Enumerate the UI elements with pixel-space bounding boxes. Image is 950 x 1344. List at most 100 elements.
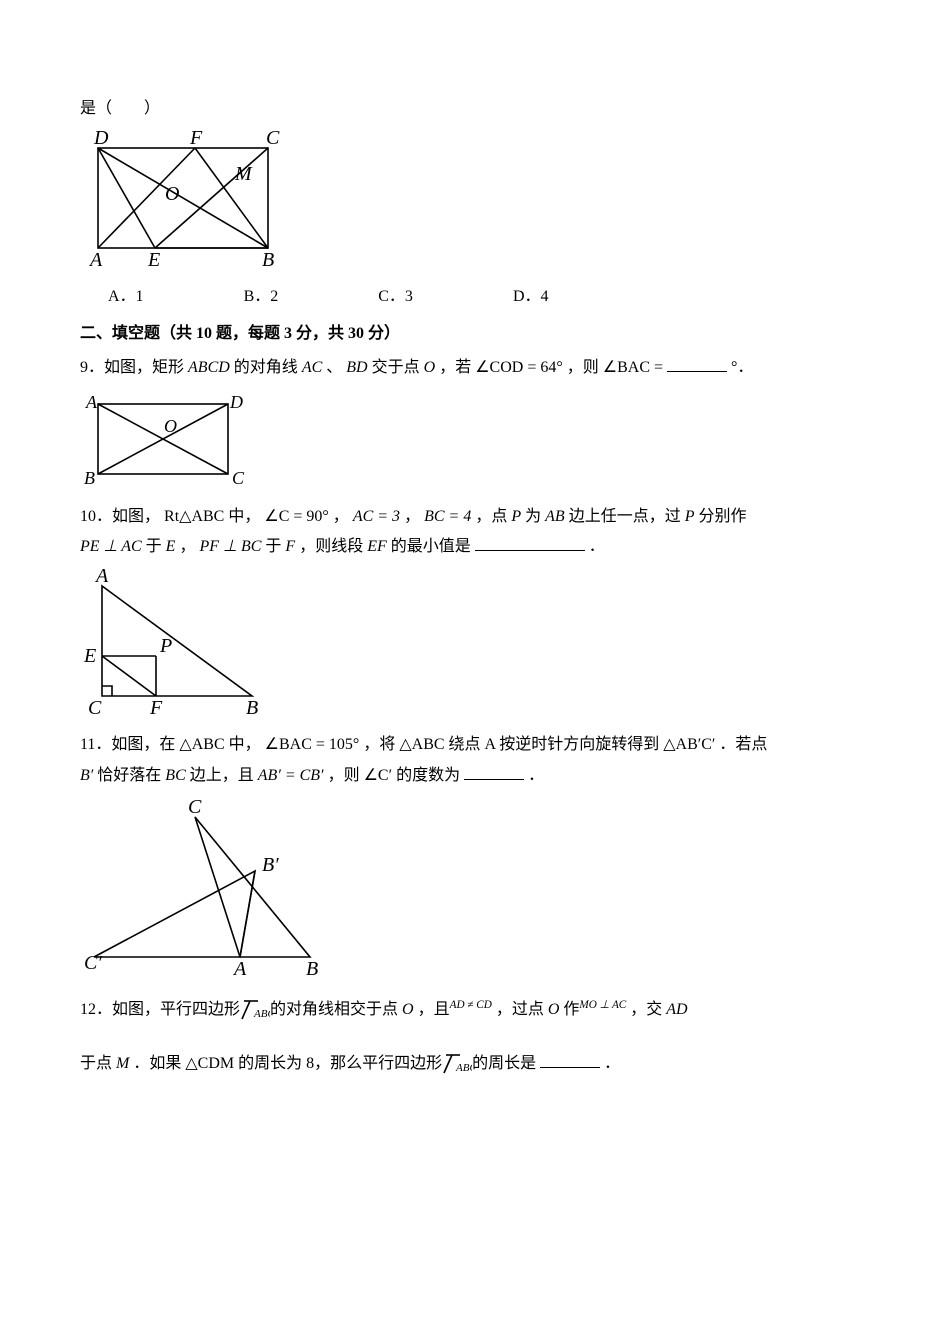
q10-blank <box>475 536 585 551</box>
q9-sep1: 、 <box>326 359 342 376</box>
q8-option-D: D．4 <box>513 282 549 312</box>
q8-label-M: M <box>234 163 253 185</box>
q10-figure: A E P C F B <box>80 568 870 718</box>
q11-t1: 11．如图，在 <box>80 736 175 753</box>
q10-t2: 中， <box>228 508 260 525</box>
q9-deg: °． <box>731 359 753 376</box>
q11-blank <box>464 764 524 779</box>
q12-l2b: ．如果 <box>133 1055 181 1072</box>
document-page: 是（ ） D <box>0 0 950 1148</box>
svg-text:ABCD: ABCD <box>253 1008 270 1020</box>
q12-o2: O <box>548 1001 560 1018</box>
q9-o: O <box>424 359 436 376</box>
q10-label-B: B <box>246 697 258 718</box>
q8-label-D: D <box>93 130 109 149</box>
q10-f: F <box>285 538 295 555</box>
q8-option-C: C．3 <box>378 282 413 312</box>
q8-figure: D F C M O A E B <box>80 130 870 270</box>
q12-text-line1: 12．如图，平行四边形 ABCD 的对角线相交于点 O ，且AD ≠ CD ，过… <box>80 989 870 1031</box>
q10-t4: ， <box>404 508 420 525</box>
q9-label-D: D <box>229 392 243 412</box>
q9-t3: 交于点 <box>372 359 420 376</box>
q8-lead-text: 是（ ） <box>80 94 870 124</box>
q11-t4: 绕点 A 按逆时针方向旋转得到 <box>449 736 660 753</box>
q10-bc: BC = 4 <box>424 508 471 525</box>
q12-t1: 12．如图，平行四边形 <box>80 1001 240 1018</box>
q12-blank <box>540 1052 600 1067</box>
q8-label-A: A <box>88 249 103 270</box>
q9-blank <box>667 357 727 372</box>
q9-t2: 的对角线 <box>234 359 298 376</box>
q10-t3: ， <box>333 508 349 525</box>
q9-bd: BD <box>346 359 367 376</box>
q10-p2: P <box>685 508 695 525</box>
q11-t5: ．若点 <box>719 736 767 753</box>
q10-t5: ，点 <box>475 508 507 525</box>
q10-t10: ， <box>179 538 195 555</box>
q12-cdm: △CDM <box>185 1055 234 1072</box>
q12-l2a: 于点 <box>80 1055 112 1072</box>
q10-label-F: F <box>149 697 163 718</box>
q11-label-Bp: B′ <box>262 854 279 876</box>
q11-label-C: C <box>188 797 202 818</box>
q10-l2b: PF ⊥ BC <box>199 538 261 555</box>
q9-label-A: A <box>85 392 98 412</box>
q12-t4: ，过点 <box>496 1001 544 1018</box>
q8-option-B: B．2 <box>244 282 279 312</box>
q12-m: M <box>116 1055 129 1072</box>
q11-abc: △ABC <box>179 736 224 753</box>
q10-ang: ∠C = 90° <box>264 508 328 525</box>
q10-tail: ． <box>589 538 605 555</box>
q9-label-O: O <box>164 416 177 436</box>
q9-text: 9．如图，矩形 ABCD 的对角线 AC 、 BD 交于点 O ，若 ∠COD … <box>80 353 870 383</box>
q12-t2: 的对角线相交于点 <box>270 1001 398 1018</box>
q10-t13: 的最小值是 <box>391 538 471 555</box>
q11-label-A: A <box>232 958 247 977</box>
q9-abcd: ABCD <box>188 359 230 376</box>
q9-angle2: ∠BAC = <box>603 359 663 376</box>
q11-t8: ，则 <box>328 767 360 784</box>
q11-angc: ∠C′ <box>364 767 393 784</box>
q9-ac: AC <box>302 359 322 376</box>
q9-t1: 9．如图，矩形 <box>80 359 184 376</box>
q11-eq: AB′ = CB′ <box>258 767 324 784</box>
q10-ac: AC = 3 <box>353 508 400 525</box>
q12-l2c: 的周长为 8，那么平行四边形 <box>238 1055 442 1072</box>
q11-abc2: △ABC <box>399 736 444 753</box>
q10-label-E: E <box>83 645 96 667</box>
q11-t7: 边上，且 <box>190 767 254 784</box>
q10-t6: 为 <box>525 508 545 525</box>
q9-angle: ∠COD = 64° <box>475 359 563 376</box>
q11-label-B: B <box>306 958 318 977</box>
q11-label-Cp: C′ <box>84 952 102 974</box>
q12-t6: ，交 <box>630 1001 662 1018</box>
svg-text:ABCD: ABCD <box>455 1062 472 1074</box>
q10-label-P: P <box>159 635 172 657</box>
q10-t1: 10．如图， <box>80 508 160 525</box>
q10-t9: 于 <box>146 538 162 555</box>
q12-t5: 作 <box>563 1001 579 1018</box>
q9-t5: ，则 <box>567 359 599 376</box>
q12-neq: AD ≠ CD <box>450 999 492 1011</box>
q11-t3: ，将 <box>363 736 395 753</box>
q9-label-B: B <box>84 468 95 488</box>
q10-label-C: C <box>88 697 102 718</box>
q8-label-B: B <box>262 249 274 270</box>
q12-t3: ，且 <box>418 1001 450 1018</box>
q10-t12: ，则线段 <box>299 538 363 555</box>
q10-t8: 分别作 <box>698 508 746 525</box>
q9-label-C: C <box>232 468 245 488</box>
q12-perp: MO ⊥ AC <box>579 999 626 1011</box>
q10-ab: AB <box>545 508 565 525</box>
q12-o: O <box>402 1001 414 1018</box>
q12-para-icon-2: ABCD <box>442 1049 472 1079</box>
q11-t9: 的度数为 <box>396 767 460 784</box>
q10-e: E <box>166 538 176 555</box>
q8-label-O: O <box>165 183 179 205</box>
q8-label-C: C <box>266 130 280 149</box>
q10-t7: 边上任一点，过 <box>569 508 681 525</box>
q10-label-A: A <box>94 568 109 587</box>
q10-p: P <box>511 508 521 525</box>
q9-figure: A D O B C <box>80 390 870 490</box>
q8-option-A: A．1 <box>108 282 144 312</box>
